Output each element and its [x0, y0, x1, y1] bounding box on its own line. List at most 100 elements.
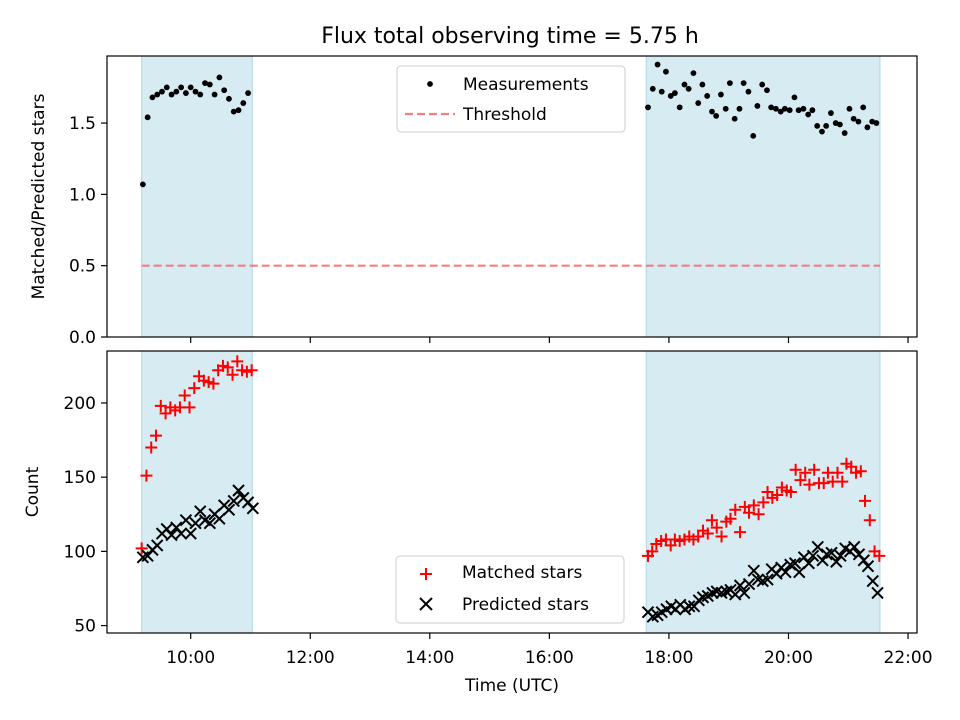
legend-label: Predicted stars	[462, 595, 589, 615]
data-point	[830, 555, 843, 568]
data-point	[759, 81, 766, 88]
data-point	[809, 107, 816, 114]
data-point	[724, 512, 737, 525]
data-point	[226, 95, 232, 102]
data-point	[231, 355, 244, 368]
data-point	[213, 512, 226, 525]
data-point	[742, 577, 756, 591]
data-point	[855, 118, 862, 125]
data-point	[860, 104, 867, 111]
series-predicted-stars	[136, 484, 884, 623]
data-point	[671, 90, 678, 96]
data-point	[745, 88, 752, 95]
data-point	[667, 93, 674, 99]
data-point	[799, 466, 812, 479]
data-point	[793, 565, 806, 579]
data-point	[873, 120, 880, 126]
data-point	[806, 549, 820, 563]
y-tick-label: 0.5	[69, 257, 96, 277]
data-point	[726, 80, 733, 87]
data-point	[203, 516, 217, 530]
data-point	[816, 554, 829, 567]
data-point	[695, 100, 702, 106]
series-matched-stars	[135, 355, 886, 562]
chart-title: Flux total observing time = 5.75 h	[321, 24, 699, 49]
y-axis-label: Count	[23, 466, 43, 517]
data-point	[803, 478, 816, 491]
data-point	[846, 105, 853, 112]
data-point	[150, 429, 163, 442]
data-point	[819, 128, 825, 135]
data-point	[197, 91, 204, 98]
data-point	[232, 484, 245, 497]
data-point	[752, 508, 765, 521]
x-axis-label: Time (UTC)	[464, 676, 559, 696]
legend-label: Matched stars	[462, 563, 582, 583]
data-point	[791, 94, 798, 101]
data-point	[207, 377, 220, 390]
data-point	[168, 91, 175, 98]
data-point	[649, 85, 656, 92]
data-point	[811, 540, 824, 554]
data-point	[817, 477, 830, 490]
x-tick-label: 12:00	[286, 648, 335, 668]
data-point	[808, 463, 821, 476]
data-point	[779, 565, 792, 579]
data-point	[854, 465, 867, 478]
data-point	[788, 557, 802, 570]
data-point	[757, 496, 770, 509]
data-point	[135, 542, 148, 555]
data-point	[178, 84, 185, 91]
data-point	[814, 122, 821, 129]
data-point	[738, 586, 751, 600]
data-point	[848, 540, 861, 554]
data-point	[192, 88, 199, 95]
data-point	[235, 107, 242, 114]
data-point	[729, 503, 742, 516]
data-point	[646, 545, 659, 558]
data-point	[800, 105, 807, 112]
legend-box	[395, 555, 625, 624]
data-point	[216, 74, 223, 81]
data-point	[187, 84, 194, 91]
data-point	[754, 103, 761, 109]
data-point	[701, 527, 714, 540]
data-point	[784, 486, 797, 498]
x-tick-label: 20:00	[764, 648, 813, 668]
x-tick-label: 14:00	[405, 648, 454, 668]
x-tick-label: 18:00	[644, 648, 693, 668]
legend-label: Threshold	[462, 105, 547, 125]
data-point	[731, 115, 738, 122]
legend-box	[396, 65, 626, 133]
data-point	[864, 124, 871, 131]
data-point	[871, 586, 884, 600]
data-point	[211, 91, 218, 98]
data-point	[230, 108, 237, 115]
data-point	[154, 399, 167, 412]
data-point	[149, 94, 156, 101]
data-point	[722, 105, 729, 112]
data-point	[189, 516, 202, 530]
data-point	[690, 70, 697, 77]
legend-marker-measurements	[427, 81, 433, 87]
data-point	[222, 503, 236, 517]
data-point	[823, 122, 830, 129]
x-tick-label: 22:00	[884, 648, 933, 668]
data-point	[873, 549, 886, 562]
observing-window-band	[645, 55, 881, 338]
data-point	[188, 382, 201, 395]
data-point	[663, 68, 669, 75]
data-point	[173, 88, 180, 95]
ratio-panel: 0.0 0.5 1.0 1.5 Matched/Predicted stars Measu…	[29, 55, 918, 348]
data-point	[828, 110, 834, 116]
data-point	[710, 521, 723, 534]
y-tick-label: 1.5	[69, 114, 96, 134]
data-point	[858, 494, 871, 507]
data-point	[226, 368, 239, 381]
data-point	[676, 104, 683, 111]
data-point	[715, 530, 728, 543]
data-point	[831, 466, 844, 479]
data-point	[221, 361, 234, 374]
y-tick-label: 1.0	[69, 185, 96, 205]
